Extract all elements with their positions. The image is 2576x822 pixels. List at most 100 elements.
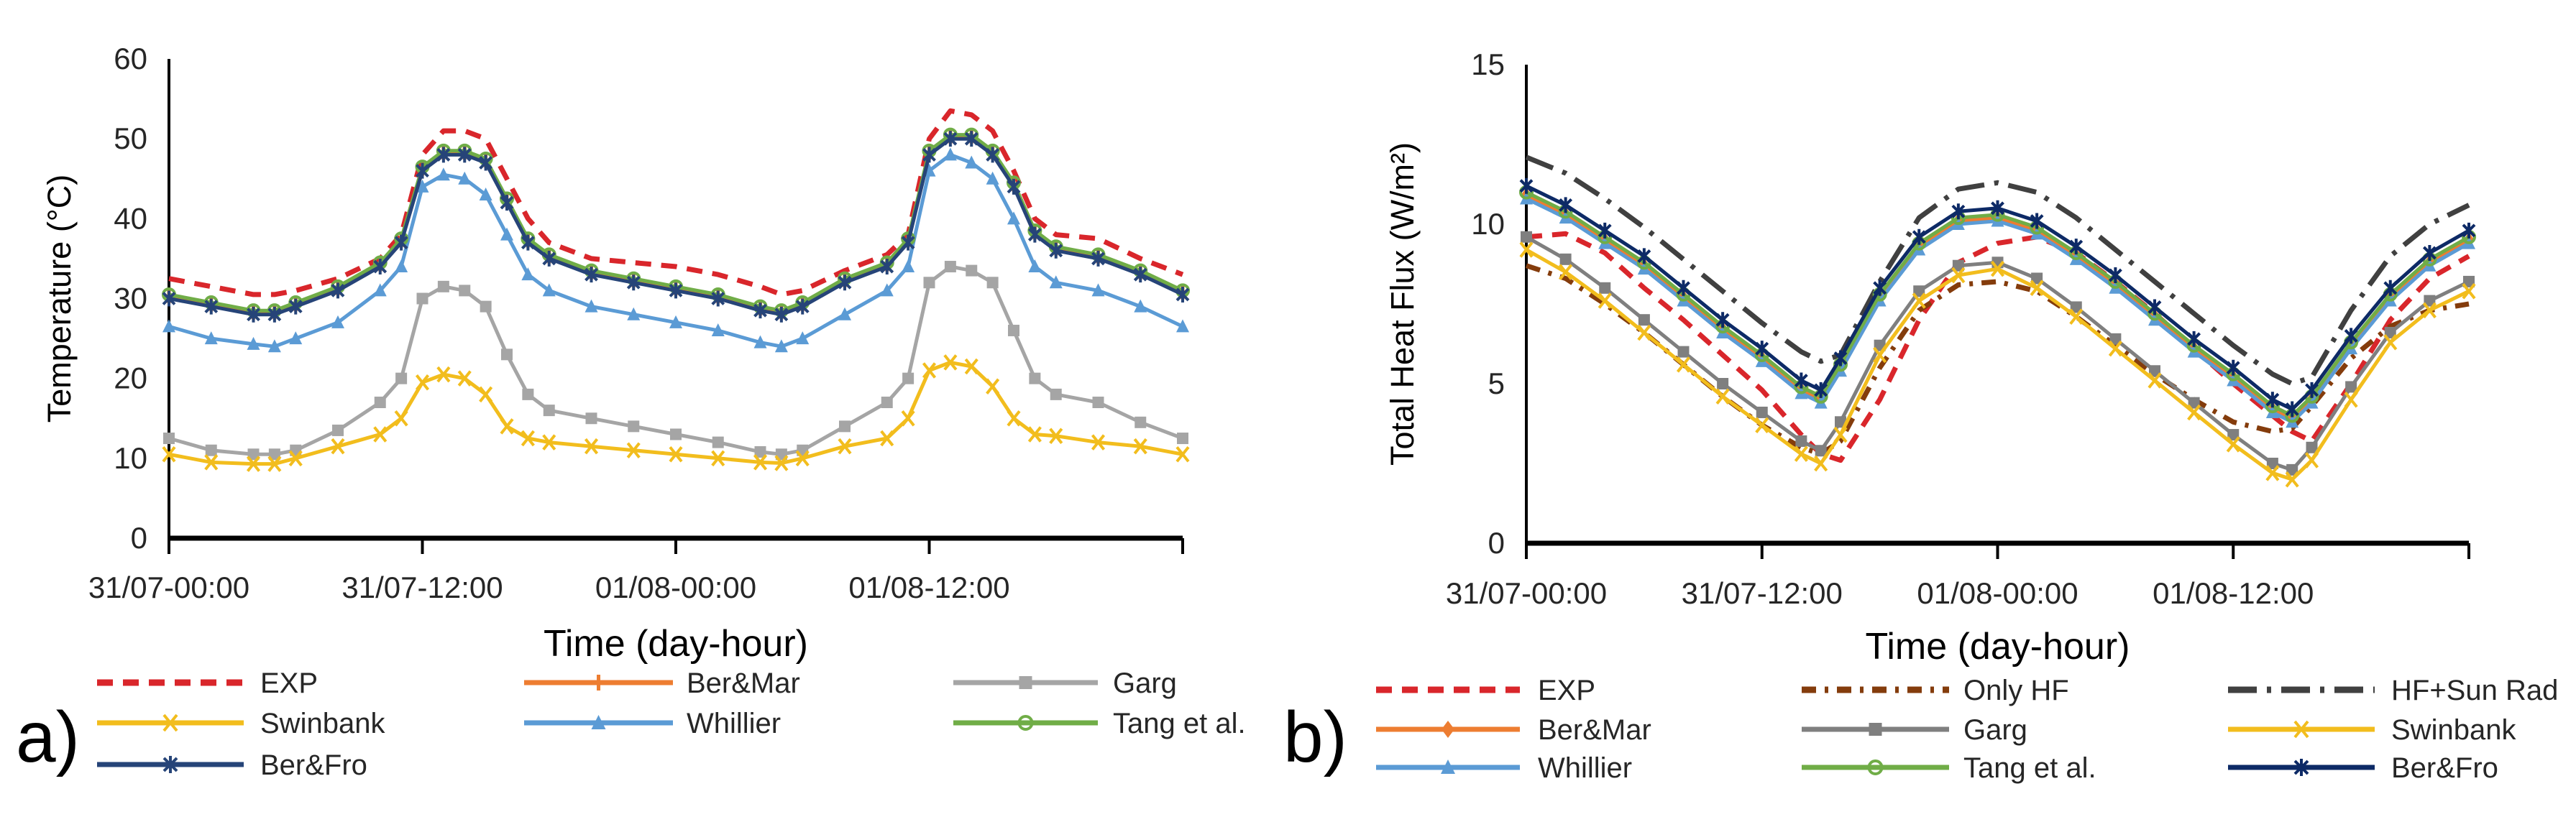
data-point-marker (2383, 280, 2398, 296)
data-point-marker (1599, 282, 1611, 294)
y-tick-label: 40 (114, 201, 147, 235)
chart-a-temperature: 0 10 20 30 40 50 60 31/07-00:00 31/07-12:00 01/08… (16, 42, 1246, 781)
series-swinbank (1519, 241, 2476, 488)
data-point-marker (1519, 177, 1534, 194)
data-point-marker (1008, 324, 1019, 336)
data-point-marker (753, 335, 767, 348)
data-point-marker (394, 234, 408, 251)
data-point-marker (1794, 445, 1808, 462)
data-point-marker (2285, 401, 2299, 417)
data-point-marker (289, 331, 303, 345)
data-point-marker (479, 154, 493, 171)
data-point-marker (2345, 381, 2357, 393)
legend-item: Ber&Mar (524, 668, 800, 699)
legend-marker-icon (162, 756, 178, 773)
series-whillier (1520, 191, 2475, 428)
data-point-marker (585, 412, 597, 425)
data-point-marker (416, 292, 428, 305)
data-point-marker (838, 307, 851, 320)
legend-marker-icon (1019, 676, 1032, 689)
data-point-marker (1177, 433, 1188, 445)
series-ber-fro (162, 131, 1190, 323)
legend-label: Ber&Fro (2391, 752, 2498, 784)
series-garg (163, 261, 1188, 461)
data-point-marker (1049, 242, 1063, 259)
data-point-marker (1717, 378, 1729, 389)
panel-label: a) (16, 697, 80, 777)
legend-label: Ber&Fro (260, 749, 367, 781)
data-point-marker (247, 306, 260, 323)
y-tick-label: 60 (114, 42, 147, 75)
data-point-marker (543, 405, 555, 417)
data-point-marker (331, 315, 344, 328)
data-point-marker (711, 290, 725, 307)
data-point-marker (880, 430, 894, 447)
data-point-marker (986, 378, 1000, 395)
legend-label: Whillier (1538, 752, 1632, 784)
data-point-marker (459, 285, 471, 297)
data-point-marker (1715, 388, 1730, 405)
data-point-marker (1815, 445, 1827, 457)
data-point-marker (416, 179, 429, 193)
data-point-marker (774, 455, 789, 471)
data-point-marker (1598, 292, 1612, 309)
data-point-marker (542, 283, 556, 297)
data-point-marker (457, 370, 472, 387)
data-point-marker (268, 448, 280, 461)
data-point-marker (267, 306, 282, 323)
x-tick-label: 31/07-12:00 (1682, 576, 1843, 610)
data-point-marker (2462, 282, 2476, 300)
data-point-marker (416, 162, 429, 179)
data-point-marker (922, 362, 937, 379)
data-point-marker (1794, 372, 1808, 389)
data-point-marker (901, 410, 915, 427)
data-point-marker (480, 300, 492, 313)
legend-item: Tang et al. (1802, 752, 2096, 784)
x-tick-label: 01/08-12:00 (2153, 576, 2314, 610)
data-point-marker (1559, 264, 1573, 280)
data-point-marker (247, 336, 260, 350)
data-point-marker (2306, 441, 2318, 453)
data-point-marker (964, 131, 978, 147)
data-point-marker (501, 348, 513, 361)
data-point-marker (774, 306, 789, 323)
data-point-marker (669, 282, 683, 299)
data-point-marker (2109, 333, 2122, 345)
data-point-marker (775, 448, 787, 461)
legend-label: Swinbank (260, 708, 385, 739)
data-point-marker (415, 374, 430, 391)
y-tick-label: 10 (114, 441, 147, 475)
data-point-marker (795, 450, 810, 467)
legend-label: Ber&Mar (1538, 714, 1651, 746)
data-point-marker (1677, 280, 1690, 296)
data-point-marker (585, 267, 598, 283)
data-point-marker (437, 280, 449, 292)
data-point-marker (458, 171, 472, 185)
data-point-marker (373, 283, 387, 297)
data-point-marker (205, 444, 217, 456)
legend-marker-icon (1867, 759, 1884, 775)
legend-label: Tang et al. (1963, 752, 2096, 784)
panel-label: b) (1283, 697, 1347, 777)
data-point-marker (1521, 231, 1532, 243)
data-point-marker (838, 438, 852, 455)
data-point-marker (500, 227, 513, 241)
legend-item: Only HF (1802, 675, 2069, 706)
data-point-marker (986, 277, 999, 289)
series-line (1525, 154, 2470, 387)
legend-marker-icon (1017, 715, 1034, 731)
data-point-marker (1133, 267, 1147, 283)
data-point-marker (796, 331, 810, 345)
data-point-marker (2384, 326, 2396, 338)
legend-item: EXP (1376, 675, 1595, 706)
data-point-marker (1559, 197, 1573, 213)
data-point-marker (522, 388, 534, 400)
legend-marker-icon (1869, 723, 1882, 736)
legend-marker-icon (2293, 720, 2309, 739)
data-point-marker (247, 448, 260, 461)
data-point-marker (585, 299, 598, 313)
data-point-marker (162, 319, 175, 333)
y-tick-label: 0 (131, 521, 147, 555)
data-point-marker (1027, 426, 1042, 443)
